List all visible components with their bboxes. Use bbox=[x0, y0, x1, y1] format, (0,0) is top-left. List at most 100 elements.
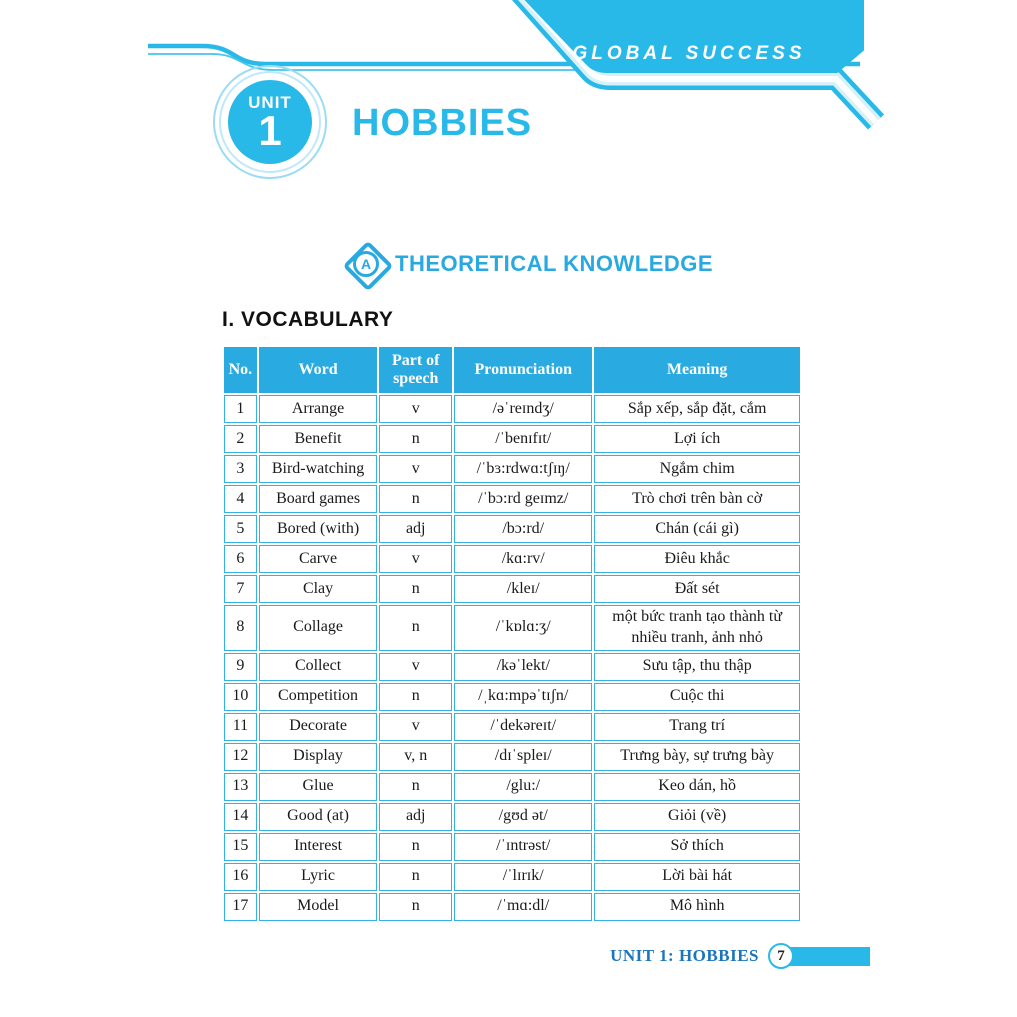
cell-meaning: Cuộc thi bbox=[594, 682, 800, 711]
cell-word: Benefit bbox=[258, 425, 378, 453]
cell-meaning: Giỏi (về) bbox=[594, 802, 800, 831]
cell-no: 5 bbox=[224, 515, 257, 543]
cell-no: 9 bbox=[224, 652, 257, 681]
table-row: 3 Bird-watching v/ˈbɜ:rdwɑ:tʃɪŋ/Ngắm chim bbox=[224, 455, 800, 483]
cell-pron: /gʊd ət/ bbox=[454, 802, 593, 831]
column-header: Part of speech bbox=[379, 347, 453, 393]
cell-word: Bored (with) bbox=[258, 515, 378, 543]
cell-meaning: Mô hình bbox=[594, 892, 800, 921]
table-row: 7 Clay n/kleɪ/Đất sét bbox=[224, 575, 800, 603]
cell-pos: n bbox=[379, 575, 453, 603]
cell-pron: /glu:/ bbox=[454, 772, 593, 801]
cell-meaning: Đất sét bbox=[594, 575, 800, 603]
cell-pos: n bbox=[379, 832, 453, 861]
cell-meaning: Trang trí bbox=[594, 712, 800, 741]
cell-word: Bird-watching bbox=[258, 455, 378, 483]
table-row: 14 Good (at) adj/gʊd ət/Giỏi (về) bbox=[224, 802, 800, 831]
cell-pos: n bbox=[379, 772, 453, 801]
table-row: 5 Bored (with) adj/bɔ:rd/Chán (cái gì) bbox=[224, 515, 800, 543]
header-decoration bbox=[148, 0, 885, 130]
table-row: 10 Competition n/ˌkɑ:mpəˈtɪʃn/Cuộc thi bbox=[224, 682, 800, 711]
table-row: 2 Benefit n/ˈbenɪfɪt/Lợi ích bbox=[224, 425, 800, 453]
badge-letter: A bbox=[353, 251, 379, 277]
cell-pos: adj bbox=[379, 515, 453, 543]
cell-no: 12 bbox=[224, 742, 257, 771]
section-title: THEORETICAL KNOWLEDGE bbox=[395, 251, 714, 276]
cell-no: 15 bbox=[224, 832, 257, 861]
unit-label: UNIT bbox=[248, 92, 292, 112]
cell-word: Lyric bbox=[258, 862, 378, 891]
cell-pos: n bbox=[379, 605, 453, 651]
table-row: 16 Lyric n/ˈlɪrɪk/Lời bài hát bbox=[224, 862, 800, 891]
cell-word: Glue bbox=[258, 772, 378, 801]
cell-pos: n bbox=[379, 485, 453, 513]
column-header: Meaning bbox=[594, 347, 800, 393]
cell-pron: /ˈdekəreɪt/ bbox=[454, 712, 593, 741]
footer-unit-label: UNIT 1: HOBBIES bbox=[610, 946, 759, 965]
column-header: No. bbox=[224, 347, 257, 393]
cell-meaning: Chán (cái gì) bbox=[594, 515, 800, 543]
cell-pos: n bbox=[379, 862, 453, 891]
cell-pron: /bɔ:rd/ bbox=[454, 515, 593, 543]
cell-meaning: Keo dán, hồ bbox=[594, 772, 800, 801]
cell-word: Display bbox=[258, 742, 378, 771]
cell-pos: v bbox=[379, 395, 453, 423]
brand-banner bbox=[524, 0, 864, 73]
cell-no: 14 bbox=[224, 802, 257, 831]
table-row: 9 Collect v/kəˈlekt/Sưu tập, thu thập bbox=[224, 652, 800, 681]
section-badge-icon: A bbox=[341, 239, 394, 292]
cell-no: 11 bbox=[224, 712, 257, 741]
table-row: 12 Display v, n/dɪˈspleɪ/Trưng bày, sự trư… bbox=[224, 742, 800, 771]
cell-no: 16 bbox=[224, 862, 257, 891]
section-heading: A THEORETICAL KNOWLEDGE bbox=[341, 238, 714, 292]
cell-pron: /ˌkɑ:mpəˈtɪʃn/ bbox=[454, 682, 593, 711]
cell-pron: /ˈlɪrɪk/ bbox=[454, 862, 593, 891]
cell-pos: v bbox=[379, 545, 453, 573]
page-number-badge: 7 bbox=[768, 943, 794, 969]
cell-pron: /kleɪ/ bbox=[454, 575, 593, 603]
cell-word: Clay bbox=[258, 575, 378, 603]
vocabulary-heading: I. VOCABULARY bbox=[222, 308, 394, 331]
table-row: 15 Interest n/ˈɪntrəst/Sở thích bbox=[224, 832, 800, 861]
cell-meaning: Trò chơi trên bàn cờ bbox=[594, 485, 800, 513]
cell-meaning: Ngắm chim bbox=[594, 455, 800, 483]
cell-pron: /kəˈlekt/ bbox=[454, 652, 593, 681]
table-row: 1 Arrange v/əˈreɪndʒ/Sắp xếp, sắp đặt, cắm bbox=[224, 395, 800, 423]
cell-no: 8 bbox=[224, 605, 257, 651]
cell-meaning: Sở thích bbox=[594, 832, 800, 861]
page-number: 7 bbox=[777, 947, 785, 964]
cell-word: Collect bbox=[258, 652, 378, 681]
page-footer: UNIT 1: HOBBIES 7 bbox=[222, 943, 870, 969]
cell-pron: /kɑ:rv/ bbox=[454, 545, 593, 573]
footer-bar bbox=[782, 946, 870, 966]
cell-pron: /ˈbɜ:rdwɑ:tʃɪŋ/ bbox=[454, 455, 593, 483]
cell-pos: n bbox=[379, 892, 453, 921]
cell-no: 13 bbox=[224, 772, 257, 801]
cell-word: Arrange bbox=[258, 395, 378, 423]
cell-pos: adj bbox=[379, 802, 453, 831]
cell-pron: /ˈɪntrəst/ bbox=[454, 832, 593, 861]
cell-word: Model bbox=[258, 892, 378, 921]
table-row: 13 Glue n/glu:/Keo dán, hồ bbox=[224, 772, 800, 801]
cell-word: Decorate bbox=[258, 712, 378, 741]
cell-meaning: Điêu khắc bbox=[594, 545, 800, 573]
cell-no: 4 bbox=[224, 485, 257, 513]
swoosh-thick-line bbox=[148, 43, 860, 67]
cell-word: Collage bbox=[258, 605, 378, 651]
cell-no: 7 bbox=[224, 575, 257, 603]
cell-no: 17 bbox=[224, 892, 257, 921]
cell-pos: v bbox=[379, 455, 453, 483]
unit-title: HOBBIES bbox=[352, 102, 533, 144]
cell-meaning: Lời bài hát bbox=[594, 862, 800, 891]
unit-badge-circle: UNIT 1 bbox=[228, 80, 312, 164]
table-header-row: No. Word Part of speech Pronunciation Meanin… bbox=[224, 347, 800, 393]
cell-word: Board games bbox=[258, 485, 378, 513]
unit-number: 1 bbox=[258, 106, 282, 154]
unit-badge: UNIT 1 bbox=[213, 65, 327, 179]
unit-badge-ring: UNIT 1 bbox=[219, 71, 321, 173]
brand-title: GLOBAL SUCCESS bbox=[572, 43, 806, 64]
cell-pron: /ˈkɒlɑ:ʒ/ bbox=[454, 605, 593, 651]
cell-pos: n bbox=[379, 425, 453, 453]
cell-pos: v bbox=[379, 652, 453, 681]
cell-no: 1 bbox=[224, 395, 257, 423]
